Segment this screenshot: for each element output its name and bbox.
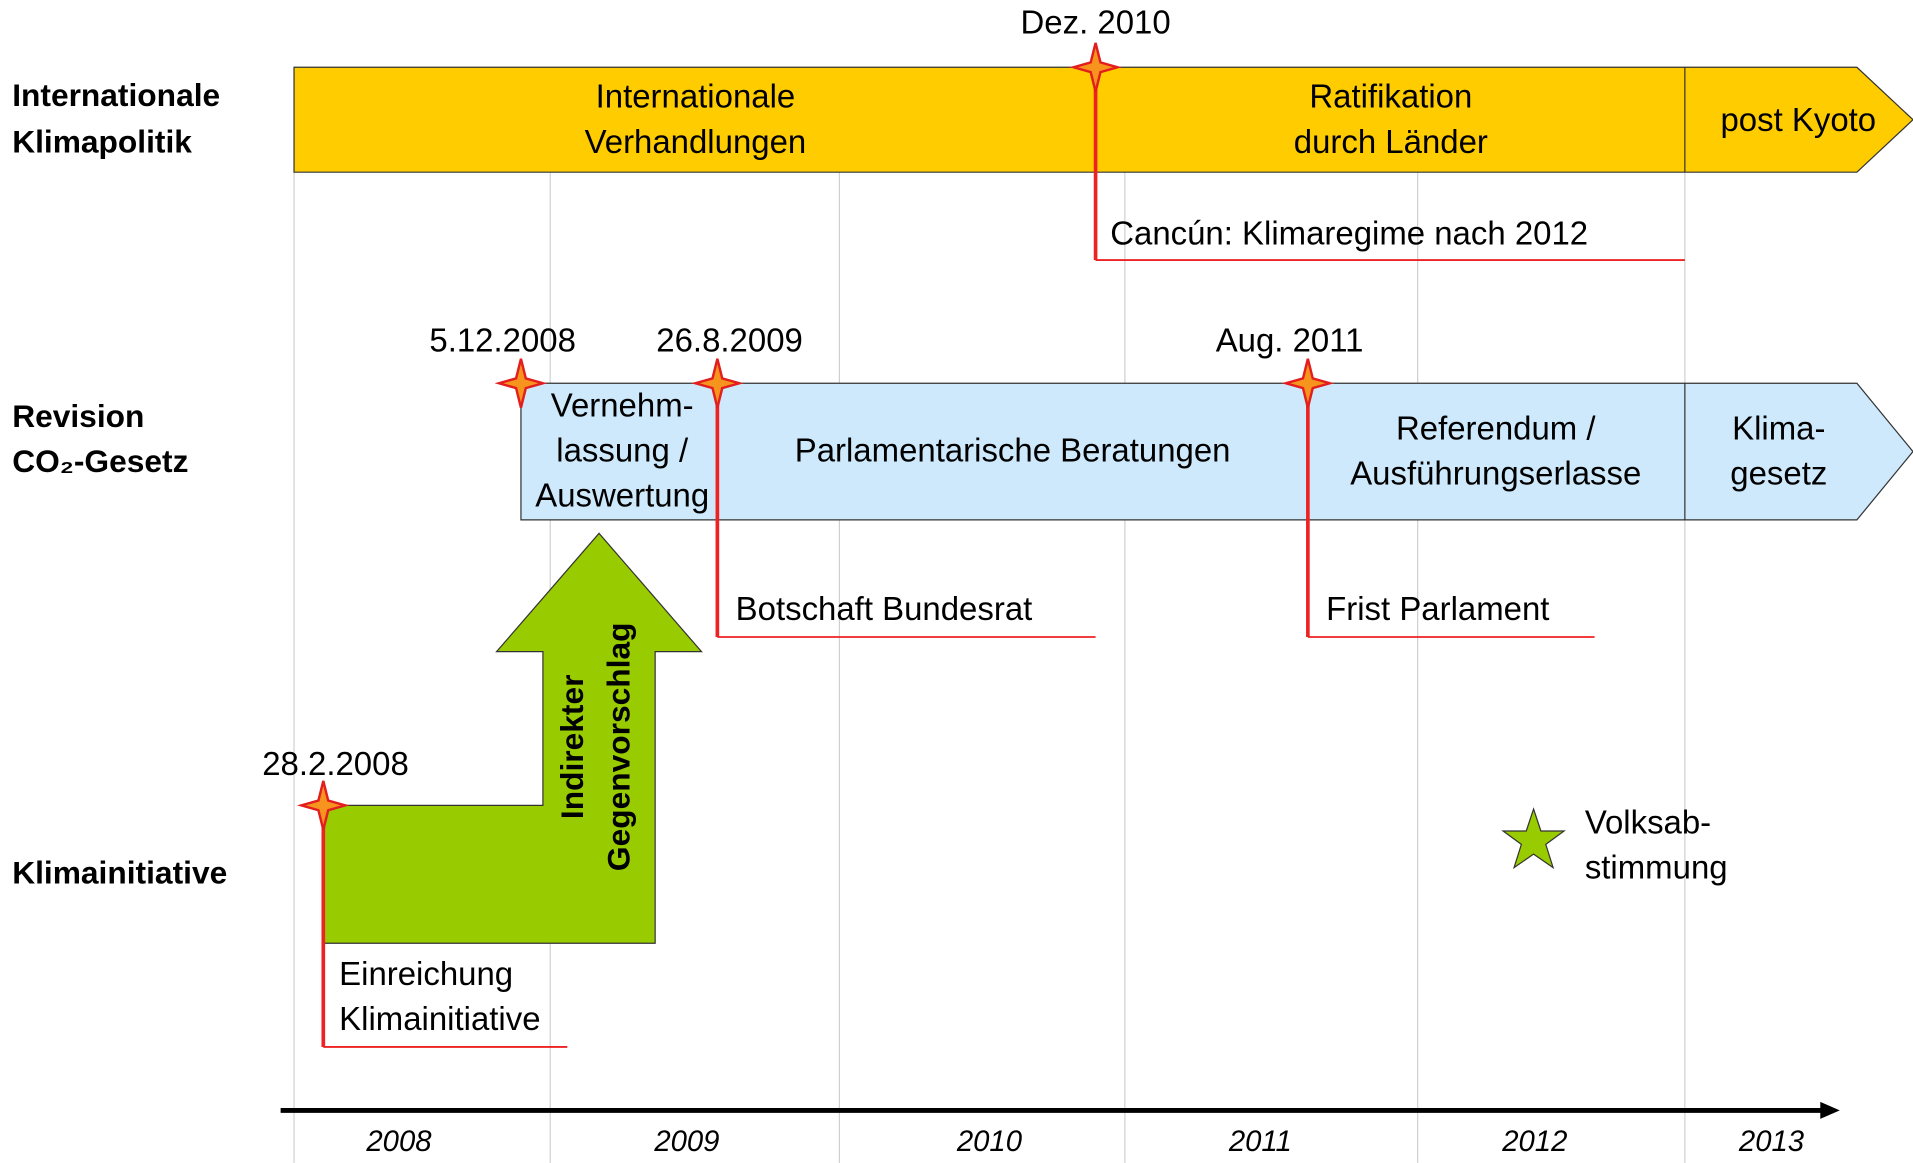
milestone-star [494,358,548,408]
milestone-note: Einreichung [339,955,513,992]
axis-arrow [1820,1101,1840,1119]
arrow-label: Indirekter [554,675,590,820]
milestone-date: 28.2.2008 [262,745,409,782]
phase-label: Klima- [1732,410,1825,447]
milestone-star [296,780,350,831]
milestone-date: Aug. 2011 [1216,322,1364,359]
counterproposal-arrow [322,532,703,944]
year-label: 2010 [956,1125,1023,1158]
phase-label: post Kyoto [1720,101,1876,138]
phase-label: durch Länder [1294,123,1488,160]
milestone-date: 5.12.2008 [429,322,576,359]
row-label: Klimapolitik [12,123,192,159]
vote-label: stimmung [1585,849,1728,886]
phase-label: Vernehm- [551,386,694,423]
milestone-note: Frist Parlament [1326,590,1549,627]
year-label: 2009 [653,1125,719,1158]
milestone-star [1281,358,1335,408]
phase-label: Ausführungserlasse [1350,455,1641,492]
milestone-date: 26.8.2009 [656,322,803,359]
vote-star [1501,807,1566,870]
year-label: 2012 [1501,1125,1567,1158]
year-label: 2008 [365,1125,432,1158]
year-label: 2011 [1228,1125,1292,1158]
year-label: 2013 [1738,1125,1805,1158]
phase-label: Parlamentarische Beratungen [795,431,1231,468]
phase-label: lassung / [556,431,689,468]
milestone-note: Cancún: Klimaregime nach 2012 [1110,214,1588,251]
row-label: Internationale [12,77,220,113]
row-label: Klimainitiative [12,854,227,890]
milestone-note: Botschaft Bundesrat [736,590,1033,627]
row-label: Revision [12,398,144,434]
milestone-star [1069,42,1122,92]
phase-label: Ratifikation [1309,78,1472,115]
milestone-date: Dez. 2010 [1021,3,1171,40]
phase-label: Verhandlungen [585,123,807,160]
milestone-note: Klimainitiative [339,1000,540,1037]
phase-label: Internationale [596,78,796,115]
arrow-label: Gegenvorschlag [600,623,636,872]
phase-bar [293,66,1913,173]
grid [293,172,1686,1163]
row-label: CO₂-Gesetz [12,443,188,479]
milestone-star [690,358,744,408]
phase-bar [520,382,1913,521]
vote-label: Volksab- [1585,804,1711,841]
phase-label: gesetz [1730,455,1827,492]
phase-label: Auswertung [535,477,709,514]
phase-label: Referendum / [1396,410,1596,447]
